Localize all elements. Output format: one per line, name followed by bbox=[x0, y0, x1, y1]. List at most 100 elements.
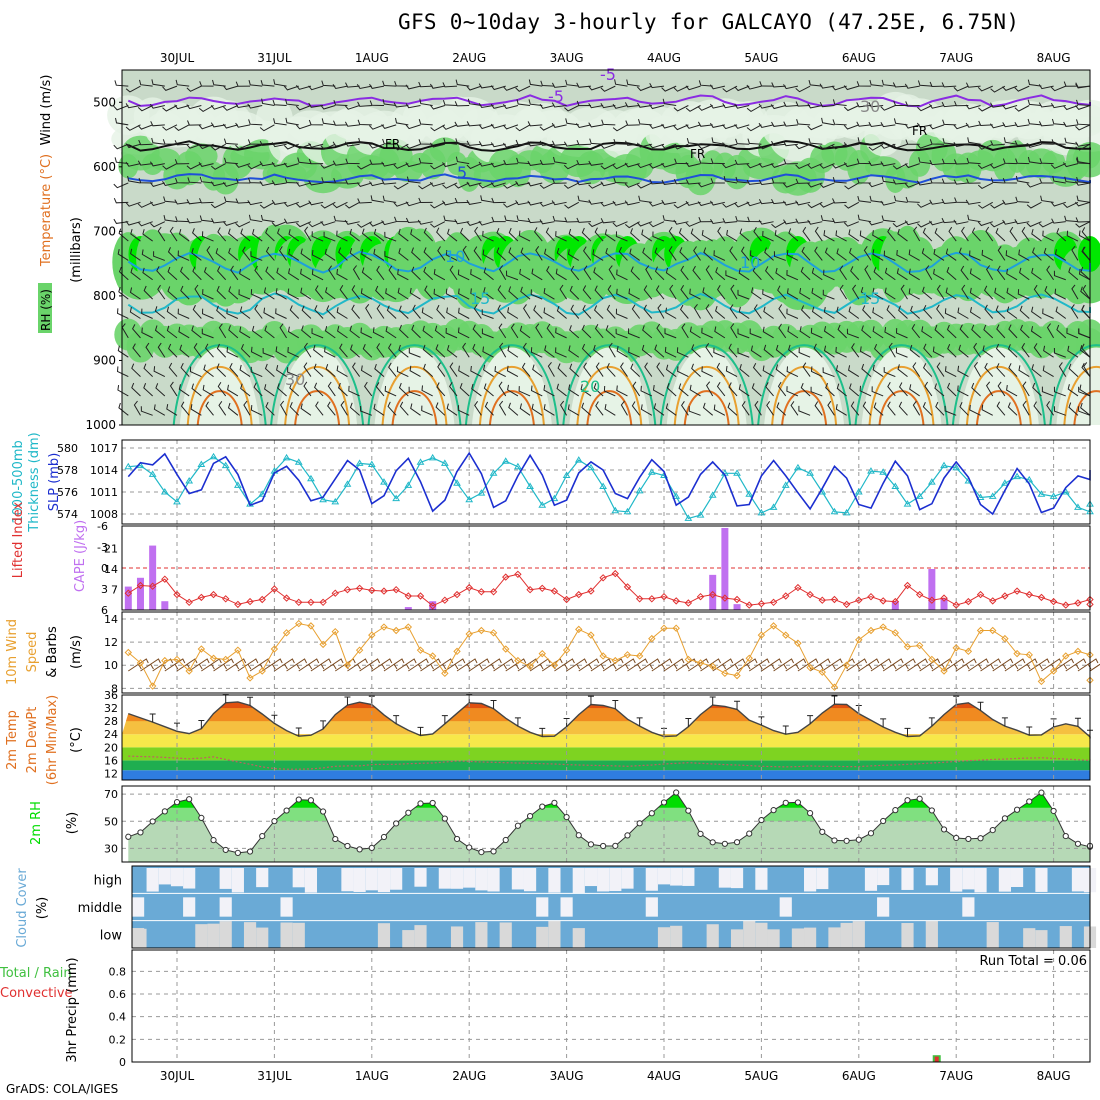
wind-barb bbox=[240, 344, 251, 358]
wind-barb bbox=[137, 105, 153, 112]
panel-bg bbox=[132, 950, 1090, 1062]
cloud-high-block bbox=[256, 868, 269, 888]
wind-barb bbox=[235, 178, 251, 184]
wind-barb bbox=[361, 267, 373, 281]
rh-dry-dome bbox=[179, 347, 260, 425]
wind-barb bbox=[360, 365, 373, 378]
wind-barb bbox=[462, 342, 470, 358]
thickness-point bbox=[574, 456, 583, 463]
wind-barb bbox=[296, 221, 312, 228]
wind-barb bbox=[376, 304, 385, 319]
wind-barb bbox=[783, 84, 799, 90]
lifted-point bbox=[611, 569, 620, 578]
wind-barb bbox=[516, 157, 531, 165]
wind-barb bbox=[162, 139, 178, 145]
wind-barb bbox=[985, 265, 994, 281]
wind-barb bbox=[411, 247, 421, 261]
contour-label: 10 bbox=[740, 253, 760, 272]
temp-minmax-whisker bbox=[928, 717, 935, 727]
wind-barb bbox=[201, 308, 214, 319]
wind-barb bbox=[308, 200, 324, 206]
wind-barb bbox=[568, 228, 580, 242]
wind-barb bbox=[770, 163, 786, 168]
wind-barb bbox=[313, 344, 324, 358]
rh2m-point bbox=[794, 799, 802, 806]
wind-barb bbox=[320, 104, 336, 110]
wind-barb bbox=[665, 403, 677, 416]
temp-contour-25 bbox=[576, 366, 643, 426]
temperature-axis-label: Temperature (°C) bbox=[39, 154, 54, 267]
wind-barb bbox=[856, 81, 871, 87]
wind-barb bbox=[710, 178, 725, 184]
wind-barb bbox=[449, 362, 458, 377]
wind-barb bbox=[788, 344, 799, 358]
cloud-low-block bbox=[1023, 928, 1036, 948]
wind-speed-point bbox=[441, 669, 449, 678]
wind-barb bbox=[179, 344, 190, 358]
wind-barb bbox=[582, 285, 592, 300]
temp-contour-25 bbox=[186, 366, 253, 426]
wind-barb bbox=[301, 325, 312, 339]
wind-barb bbox=[530, 289, 543, 300]
wind10m-barb bbox=[907, 658, 928, 672]
wind-barb bbox=[540, 80, 555, 87]
lifted-tick-label: 3 bbox=[101, 583, 108, 596]
wind-speed-point bbox=[830, 683, 839, 691]
wind-barb bbox=[519, 268, 531, 281]
wind-barb bbox=[922, 363, 933, 377]
wind-barb bbox=[917, 201, 933, 208]
rh2m-point bbox=[173, 799, 181, 806]
wind-barb bbox=[934, 324, 945, 339]
wind-barb bbox=[198, 105, 214, 113]
wind-barb bbox=[539, 140, 555, 146]
wind-barb bbox=[1008, 363, 1018, 377]
wind-barb bbox=[504, 215, 518, 223]
wind-barb bbox=[474, 401, 482, 416]
rh2m-point bbox=[380, 833, 388, 841]
cloud-low-block bbox=[852, 921, 865, 948]
wind-barb bbox=[405, 84, 421, 90]
wind-barb bbox=[412, 304, 421, 319]
wind-barb bbox=[569, 285, 580, 300]
wind-barb bbox=[212, 79, 226, 87]
wind-barb bbox=[678, 383, 689, 397]
wind-barb bbox=[308, 119, 324, 126]
cloud-high-block bbox=[974, 868, 987, 893]
wind-barb bbox=[848, 229, 860, 242]
wind-barb bbox=[490, 85, 506, 91]
wind-barb bbox=[283, 201, 299, 207]
wind-barb bbox=[162, 181, 178, 187]
wind-barb bbox=[143, 363, 153, 377]
wind-barb bbox=[908, 288, 920, 300]
wind-barb bbox=[595, 362, 604, 377]
wind-barb bbox=[162, 163, 178, 170]
wind-barb bbox=[564, 105, 580, 112]
wind-barb bbox=[472, 324, 482, 339]
wind-barb bbox=[283, 85, 299, 91]
wind-barb bbox=[535, 323, 543, 339]
wind-barb bbox=[945, 248, 957, 261]
cloud-high-block bbox=[438, 868, 451, 889]
wind-barb bbox=[631, 401, 641, 416]
wind-barb bbox=[139, 79, 153, 87]
wind-barb bbox=[239, 306, 251, 319]
temp-contour-5 bbox=[128, 173, 1091, 184]
rh2m-point bbox=[1074, 840, 1082, 847]
wind10m-barb bbox=[821, 658, 843, 672]
wind-barb bbox=[507, 307, 519, 319]
cloud-high-block bbox=[353, 868, 366, 892]
precip-convective-bar bbox=[934, 1056, 939, 1062]
wind10m-barb bbox=[456, 658, 478, 672]
wind-barb bbox=[325, 364, 336, 377]
wind-barb bbox=[848, 365, 860, 378]
wind-speed-point bbox=[221, 655, 230, 664]
wind-barb bbox=[494, 366, 506, 378]
wind-barb bbox=[332, 84, 348, 90]
wind-barb bbox=[155, 383, 166, 397]
wind-barb bbox=[467, 98, 482, 106]
lifted-point bbox=[1062, 601, 1070, 609]
wind-barb bbox=[954, 197, 969, 203]
wind-barb bbox=[705, 304, 714, 319]
wind-barb bbox=[727, 402, 738, 416]
wind-barb bbox=[424, 285, 434, 300]
